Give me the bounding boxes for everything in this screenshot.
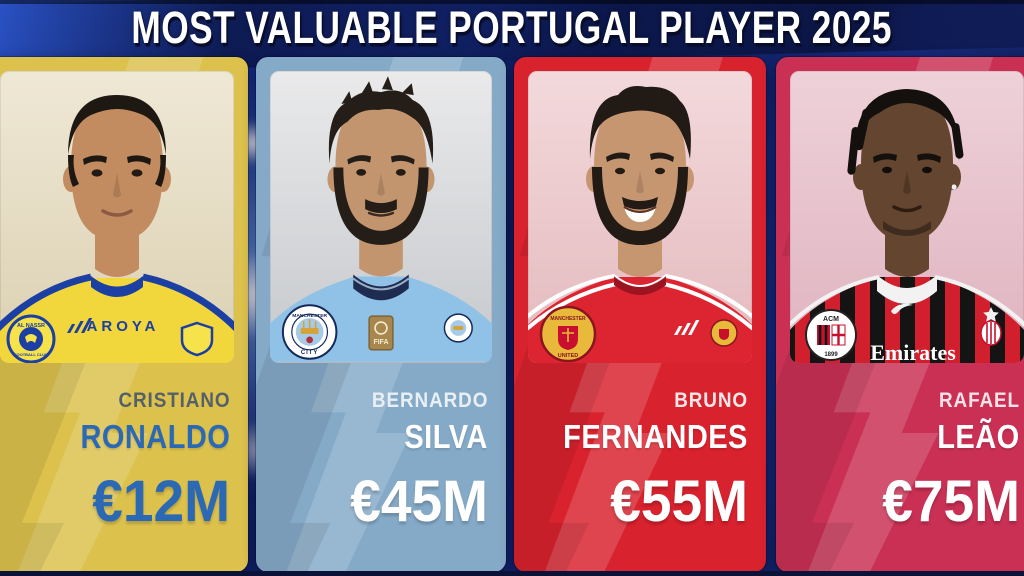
name-block: BERNARDO SILVA €45M (266, 389, 488, 535)
man-utd-crest-small (710, 319, 738, 347)
eye (356, 169, 367, 176)
collar (91, 276, 143, 297)
market-value: €55M (610, 469, 748, 534)
player-photo-fernandes: MANCHESTER UNITED (528, 71, 752, 363)
puma-logo (891, 303, 913, 314)
adidas-logo (674, 320, 700, 335)
market-value: €45M (350, 469, 488, 534)
earring (951, 184, 957, 190)
mustache (622, 197, 658, 210)
player-last-name: FERNANDES (563, 418, 748, 455)
eye (882, 166, 892, 174)
fifa-badge-text: FIFA (374, 339, 389, 346)
crest-text-top: AL NASSR (17, 323, 45, 329)
hair (854, 89, 960, 161)
hair (589, 86, 691, 159)
mouth (101, 209, 133, 217)
crest-text-bottom: CITY (301, 350, 319, 356)
man-city-crest: MANCHESTER CITY (281, 304, 338, 360)
man-utd-crest: MANCHESTER UNITED (539, 305, 597, 363)
face (861, 95, 953, 240)
eye (922, 166, 932, 174)
market-value: €75M (882, 469, 1020, 534)
face (594, 97, 686, 242)
name-block: BRUNO FERNANDES €55M (524, 389, 748, 535)
eye (395, 169, 406, 176)
player-first-name: CRISTIANO (117, 389, 230, 412)
player-photo-leao: ACM 1899 Emirates (790, 71, 1024, 363)
eye (615, 167, 625, 175)
crest-text-top: MANCHESTER (292, 313, 327, 319)
player-portrait: ACM 1899 Emirates (790, 89, 1024, 363)
player-photo-ronaldo: AL NASSR FOOTBALL CLUB AROYA (0, 71, 234, 363)
eye (655, 167, 665, 175)
name-block: RAFAEL LEÃO €75M (786, 389, 1020, 535)
al-nassr-crest: AL NASSR FOOTBALL CLUB (6, 314, 56, 363)
name-block: CRISTIANO RONALDO €12M (0, 389, 230, 535)
player-card-fernandes: MANCHESTER UNITED BRUNO FERNAN (514, 57, 766, 572)
portrait-ronaldo: AL NASSR FOOTBALL CLUB AROYA (0, 95, 234, 363)
crest-text-bottom: FOOTBALL CLUB (14, 352, 48, 357)
player-portrait: AL NASSR FOOTBALL CLUB AROYA (0, 95, 234, 363)
player-first-name: RAFAEL (939, 389, 1020, 412)
man-city-crest-small (443, 313, 473, 343)
ac-milan-crest-small (980, 307, 1002, 346)
portrait-silva: MANCHESTER CITY FIFA (270, 76, 492, 362)
player-last-name: SILVA (404, 418, 488, 455)
crest-text-top: ACM (823, 316, 839, 323)
eye (91, 169, 103, 177)
jersey-sponsor: AROYA (87, 318, 160, 335)
player-card-leao: ACM 1899 Emirates RAFAEL LEÃO €75M (776, 57, 1024, 572)
player-portrait: MANCHESTER CITY FIFA (270, 76, 492, 362)
mouth (892, 205, 922, 213)
crest-text-top: MANCHESTER (550, 316, 586, 322)
face (71, 97, 163, 240)
crest-text-bottom: UNITED (558, 353, 579, 359)
portrait-fernandes: MANCHESTER UNITED (528, 86, 752, 363)
player-card-ronaldo: AL NASSR FOOTBALL CLUB AROYA CRISTIANO R… (0, 57, 248, 572)
collar (614, 275, 666, 295)
collar (877, 275, 937, 304)
market-value: €12M (92, 469, 230, 534)
player-photo-silva: MANCHESTER CITY FIFA (270, 71, 492, 363)
player-last-name: LEÃO (937, 418, 1020, 455)
al-nassr-crest-right (180, 321, 214, 357)
player-first-name: BERNARDO (371, 389, 488, 412)
player-last-name: RONALDO (80, 418, 230, 455)
player-first-name: BRUNO (674, 389, 748, 412)
jersey-sponsor: Emirates (870, 340, 956, 363)
portrait-leao: ACM 1899 Emirates (790, 89, 1024, 363)
eye (131, 169, 143, 177)
fifa-club-world-cup-badge: FIFA (368, 315, 394, 351)
page-title: MOST VALUABLE PORTUGAL PLAYER 2025 (131, 2, 893, 53)
player-card-silva: MANCHESTER CITY FIFA BER (256, 57, 506, 572)
ac-milan-crest: ACM 1899 (805, 309, 857, 361)
hair (68, 95, 166, 155)
player-portrait: MANCHESTER UNITED (528, 86, 752, 363)
title-bar: MOST VALUABLE PORTUGAL PLAYER 2025 (0, 2, 1024, 53)
adidas-logo (67, 318, 93, 333)
crest-text-bottom: 1899 (824, 352, 838, 358)
